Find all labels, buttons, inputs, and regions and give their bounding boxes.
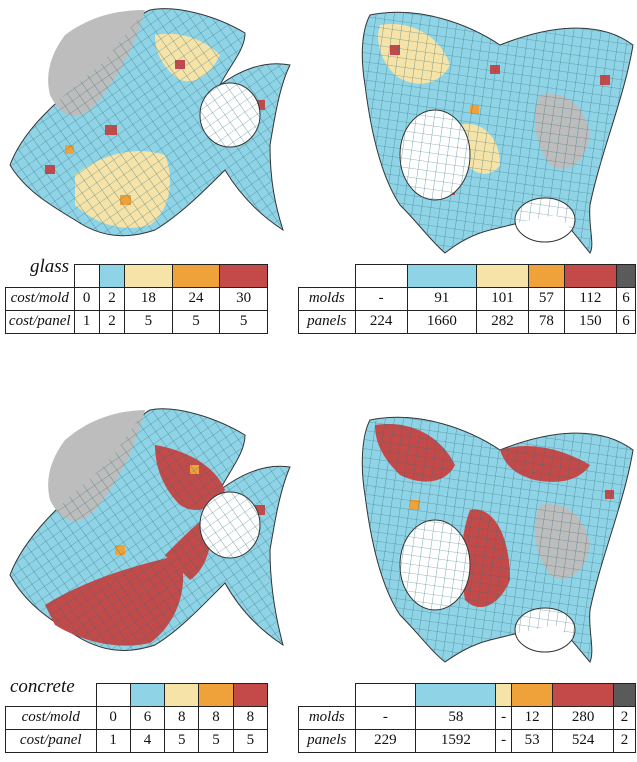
table-row: cost/panel 1 2 5 5 5 [5,309,268,334]
table-row: molds - 91 101 57 112 6 [298,286,636,311]
swatch-row [6,264,268,288]
swatch-blue [129,683,166,707]
swatch-yellow [475,264,530,288]
table-row: molds - 58 - 12 280 2 [298,705,636,730]
glass-render-right [350,5,635,255]
glass-render-left [5,5,305,240]
table-row: panels 224 1660 282 78 150 6 [298,309,636,334]
swatch-orange [528,264,565,288]
swatch-white [95,683,131,707]
swatch-red [563,264,618,288]
swatch-red [552,683,614,707]
concrete-render-left [5,405,305,655]
concrete-cost-table: cost/mold 0 6 8 8 8 cost/panel 1 4 5 5 5 [5,683,269,753]
swatch-row [299,683,636,707]
swatch-blue [406,264,477,288]
swatch-gray [613,683,636,707]
swatch-row [6,683,269,707]
table-row: cost/panel 1 4 5 5 5 [5,728,269,753]
glass-count-table: molds - 91 101 57 112 6 panels 224 1660 … [298,264,636,334]
table-row: cost/mold 0 2 18 24 30 [5,286,268,311]
swatch-row [299,264,636,288]
swatch-orange [198,683,234,707]
swatch-white [73,264,100,288]
swatch-yellow [164,683,200,707]
table-row: cost/mold 0 6 8 8 8 [5,705,269,730]
swatch-blue [415,683,497,707]
swatch-yellow [124,264,173,288]
swatch-red [232,683,269,707]
concrete-material-label: concrete [10,676,75,697]
concrete-count-table: molds - 58 - 12 280 2 panels 229 1592 - … [298,683,636,753]
swatch-yellow [495,683,512,707]
swatch-white [354,264,408,288]
swatch-red [219,264,268,288]
swatch-blue [98,264,126,288]
concrete-render-right [350,410,635,665]
swatch-orange [510,683,554,707]
glass-material-label: glass [30,256,70,277]
swatch-gray [616,264,636,288]
glass-cost-table: cost/mold 0 2 18 24 30 cost/panel 1 2 5 … [5,264,268,334]
table-row: panels 229 1592 - 53 524 2 [298,728,636,753]
swatch-orange [171,264,221,288]
swatch-white [354,683,417,707]
